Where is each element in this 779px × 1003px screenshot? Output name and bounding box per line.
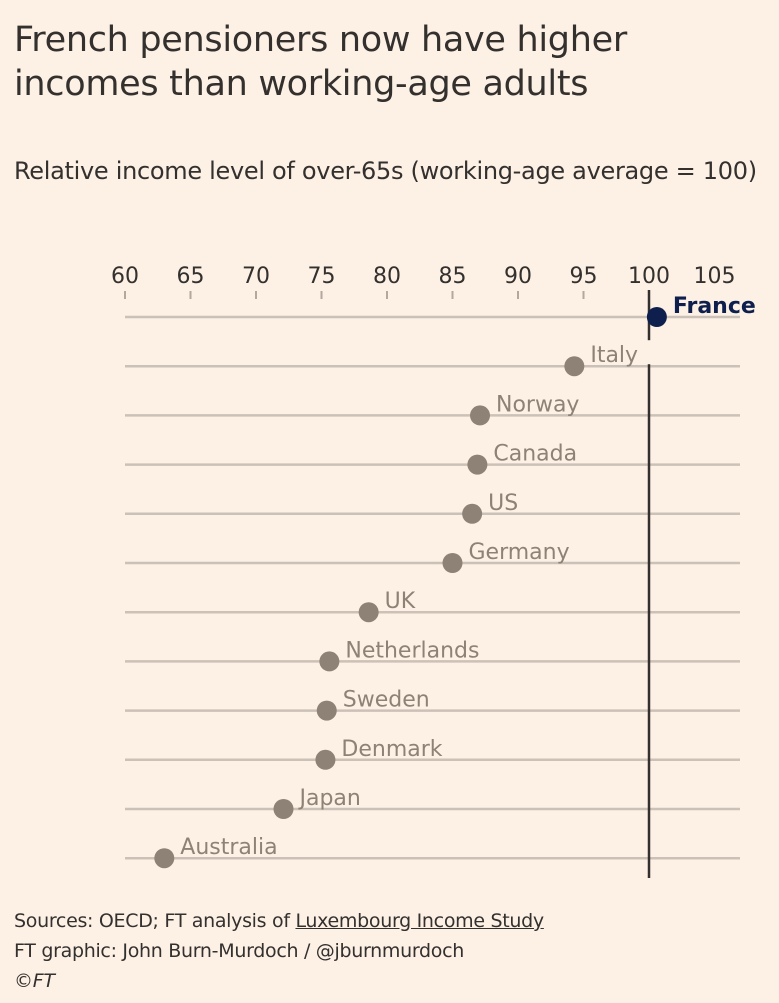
- data-point-norway: [470, 405, 491, 426]
- data-point-japan: [273, 799, 294, 819]
- data-point-germany: [442, 553, 463, 573]
- point-label-germany: Germany: [469, 540, 570, 565]
- x-tick-label: 75: [308, 264, 336, 289]
- label-background: [295, 783, 365, 807]
- x-tick-label: 90: [504, 264, 532, 289]
- label-background: [492, 389, 575, 414]
- x-tick-label: 95: [570, 264, 598, 289]
- point-label-sweden: Sweden: [343, 688, 430, 713]
- point-label-denmark: Denmark: [341, 737, 442, 762]
- label-background: [464, 537, 560, 561]
- footer: Sources: OECD; FT analysis of Luxembourg…: [14, 906, 544, 996]
- credit-line: FT graphic: John Burn-Murdoch / @jburnmu…: [14, 940, 464, 962]
- label-background: [489, 438, 572, 463]
- label-background: [586, 340, 656, 365]
- label-background: [668, 291, 751, 315]
- x-tick-label: 85: [439, 264, 467, 289]
- point-label-norway: Norway: [496, 392, 579, 417]
- sources-link[interactable]: Luxembourg Income Study: [295, 910, 544, 932]
- data-point-sweden: [316, 700, 337, 721]
- chart-subtitle: Relative income level of over-65s (worki…: [14, 157, 757, 185]
- x-tick-label: 105: [694, 264, 736, 289]
- label-background: [338, 684, 421, 709]
- label-background: [337, 733, 433, 758]
- data-point-us: [462, 503, 483, 524]
- label-background: [380, 586, 411, 611]
- point-label-italy: Italy: [590, 343, 638, 368]
- data-point-netherlands: [319, 651, 340, 672]
- label-background: [176, 832, 298, 857]
- data-point-canada: [467, 454, 488, 475]
- point-label-japan: Japan: [298, 786, 361, 811]
- point-label-france: France: [673, 294, 756, 319]
- point-label-uk: UK: [385, 589, 416, 614]
- sources-text: Sources: OECD; FT analysis of: [14, 910, 296, 932]
- data-point-france: [646, 307, 667, 327]
- data-point-australia: [154, 848, 175, 869]
- point-label-australia: Australia: [180, 835, 277, 860]
- label-background: [484, 487, 515, 512]
- dot-plot: 60 65 70 75 80 85 90 95 100 105 France Italy Norway C…: [111, 264, 756, 878]
- point-label-canada: Canada: [493, 442, 577, 467]
- chart-title: French pensioners now have higher income…: [14, 20, 627, 104]
- x-tick-label: 100: [628, 264, 670, 289]
- point-label-us: US: [488, 491, 518, 516]
- x-tick-label: 60: [111, 264, 139, 289]
- x-tick-label: 70: [242, 264, 270, 289]
- data-point-italy: [564, 356, 585, 377]
- point-label-netherlands: Netherlands: [345, 638, 479, 663]
- sources-line: Sources: OECD; FT analysis of Luxembourg…: [14, 906, 544, 936]
- x-tick-label: 80: [373, 264, 401, 289]
- data-point-uk: [358, 602, 379, 623]
- x-tick-label: 65: [177, 264, 205, 289]
- copyright: ©FT: [14, 970, 55, 992]
- data-point-denmark: [315, 749, 336, 770]
- label-background: [341, 635, 489, 660]
